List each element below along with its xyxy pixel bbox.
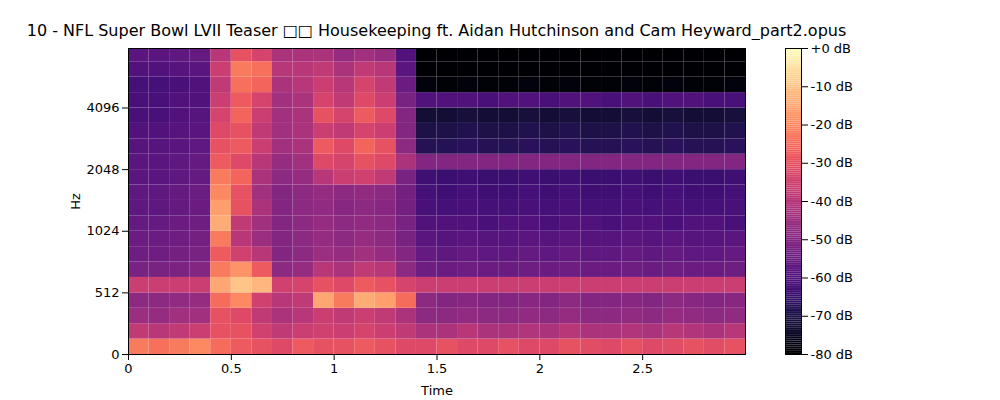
svg-text:-40 dB: -40 dB xyxy=(811,194,854,209)
svg-text:-60 dB: -60 dB xyxy=(811,270,854,285)
svg-text:0: 0 xyxy=(124,361,132,376)
svg-text:1024: 1024 xyxy=(86,223,119,238)
svg-text:-10 dB: -10 dB xyxy=(811,79,854,94)
svg-text:512: 512 xyxy=(95,285,120,300)
html-text:10 - NFL Super Bowl LVII Tease: 10 - NFL Super Bowl LVII Teaser □□ House… xyxy=(26,21,847,40)
svg-text:Hz: Hz xyxy=(68,193,83,210)
svg-text:2.5: 2.5 xyxy=(632,361,653,376)
svg-text:+0 dB: +0 dB xyxy=(811,41,851,56)
svg-text:-30 dB: -30 dB xyxy=(811,155,854,170)
svg-text:-70 dB: -70 dB xyxy=(811,308,854,323)
svg-text:2: 2 xyxy=(536,361,544,376)
svg-text:2048: 2048 xyxy=(86,162,119,177)
svg-text:-20 dB: -20 dB xyxy=(811,117,854,132)
svg-text:4096: 4096 xyxy=(86,100,119,115)
svg-text:Time: Time xyxy=(420,383,453,398)
svg-text:-80 dB: -80 dB xyxy=(811,347,854,362)
svg-text:1.5: 1.5 xyxy=(427,361,448,376)
svg-text:0.5: 0.5 xyxy=(221,361,242,376)
svg-text:0: 0 xyxy=(111,347,119,362)
svg-text:-50 dB: -50 dB xyxy=(811,232,854,247)
svg-text:1: 1 xyxy=(330,361,338,376)
